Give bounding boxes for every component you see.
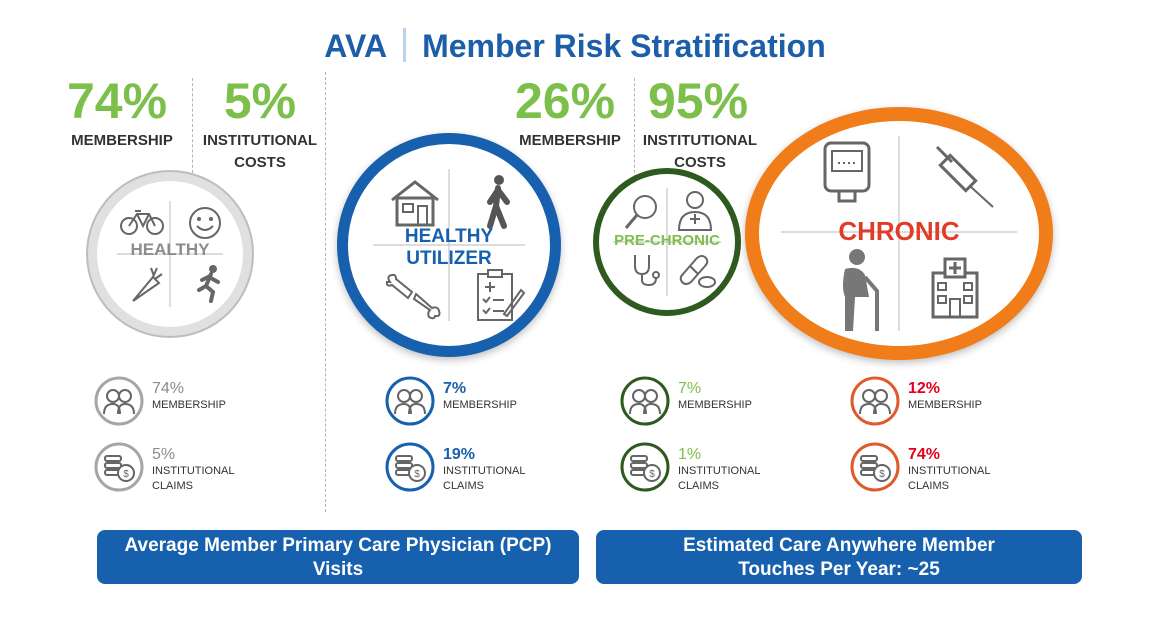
left-membership-label: MEMBERSHIP bbox=[71, 132, 173, 149]
house-icon bbox=[391, 180, 439, 227]
coins-icon: $ bbox=[385, 442, 435, 492]
healthy-claims-pct: 5% bbox=[152, 446, 176, 463]
healthy-quadrant-lines bbox=[117, 201, 223, 307]
healthy-membership-stat: 74% MEMBERSHIP bbox=[94, 376, 226, 426]
members-icon bbox=[385, 376, 435, 426]
pcp-visits-banner: Average Member Primary Care Physician (P… bbox=[97, 530, 579, 604]
bicycle-icon bbox=[120, 210, 164, 235]
magnifier-icon bbox=[624, 195, 657, 229]
utilizer-claims-label: INSTITUTIONAL CLAIMS bbox=[443, 465, 526, 492]
pre-chronic-claims-pct: 1% bbox=[678, 446, 702, 463]
carrot-icon bbox=[132, 267, 163, 302]
right-costs-pct: 95% bbox=[647, 73, 749, 129]
healthy-utilizer-label-line1: HEALTHY bbox=[404, 226, 494, 247]
left-costs-label-line1: INSTITUTIONAL bbox=[202, 132, 318, 149]
elderly-person-icon bbox=[843, 249, 879, 331]
syringe-icon bbox=[935, 145, 994, 208]
page-title: AVA Member Risk Stratification bbox=[0, 28, 1150, 65]
chronic-membership-pct: 12% bbox=[908, 380, 941, 397]
healthy-circle: HEALTHY bbox=[88, 172, 252, 336]
members-icon bbox=[94, 376, 144, 426]
right-membership-label: MEMBERSHIP bbox=[519, 132, 621, 149]
chronic-claims-stat: $ 74% INSTITUTIONAL CLAIMS bbox=[850, 442, 991, 494]
healthy-utilizer-circle: HEALTHY UTILIZER bbox=[337, 133, 561, 357]
members-icon bbox=[620, 376, 670, 426]
pre-chronic-membership-stat: 7% MEMBERSHIP bbox=[620, 376, 752, 426]
coins-icon: $ bbox=[850, 442, 900, 492]
right-costs-label-line1: INSTITUTIONAL bbox=[642, 132, 758, 149]
members-icon bbox=[850, 376, 900, 426]
coins-icon: $ bbox=[620, 442, 670, 492]
left-membership-pct: 74% bbox=[66, 73, 168, 129]
healthy-membership-label: MEMBERSHIP bbox=[152, 399, 226, 411]
title-separator bbox=[403, 28, 407, 62]
svg-text:$: $ bbox=[414, 469, 420, 480]
chronic-quadrant-lines bbox=[781, 136, 1017, 331]
title-text: Member Risk Stratification bbox=[422, 28, 826, 64]
stethoscope-icon bbox=[634, 255, 660, 287]
brand-name: AVA bbox=[324, 28, 388, 64]
section-divider bbox=[325, 72, 326, 512]
pre-chronic-claims-stat: $ 1% INSTITUTIONAL CLAIMS bbox=[620, 442, 761, 494]
svg-text:$: $ bbox=[649, 469, 655, 480]
right-membership-pct: 26% bbox=[514, 73, 616, 129]
right-summary-divider bbox=[634, 78, 635, 178]
care-anywhere-line1: Estimated Care Anywhere Member bbox=[683, 535, 995, 556]
chronic-circle: CHRONIC bbox=[745, 107, 1053, 360]
left-costs-label: INSTITUTIONAL COSTS bbox=[190, 130, 330, 174]
running-person-icon bbox=[197, 265, 220, 303]
healthy-claims-label: INSTITUTIONAL CLAIMS bbox=[152, 465, 235, 492]
chronic-membership-stat: 12% MEMBERSHIP bbox=[850, 376, 982, 426]
healthy-label: HEALTHY bbox=[130, 240, 210, 259]
left-costs-pct: 5% bbox=[223, 73, 297, 129]
glucose-meter-icon bbox=[823, 141, 871, 203]
pre-chronic-label: PRE-CHRONIC bbox=[614, 232, 720, 249]
left-summary-divider bbox=[192, 78, 193, 178]
chronic-claims-pct: 74% bbox=[908, 446, 941, 463]
care-anywhere-banner: Estimated Care Anywhere Member Touches P… bbox=[596, 530, 1082, 584]
pcp-visits-line1: Average Member Primary Care Physician (P… bbox=[124, 535, 552, 580]
utilizer-membership-pct: 7% bbox=[443, 380, 467, 397]
pre-chronic-quadrant-lines bbox=[613, 188, 721, 296]
broken-bone-icon bbox=[385, 273, 441, 320]
pre-chronic-circle: PRE-CHRONIC bbox=[593, 168, 741, 316]
smiley-icon bbox=[189, 207, 221, 239]
utilizer-claims-stat: $ 19% INSTITUTIONAL CLAIMS bbox=[385, 442, 526, 494]
doctor-icon bbox=[677, 191, 713, 231]
clipboard-checklist-icon bbox=[477, 269, 526, 321]
svg-text:$: $ bbox=[123, 469, 129, 480]
utilizer-claims-pct: 19% bbox=[443, 446, 476, 463]
healthy-membership-pct: 74% bbox=[152, 380, 185, 397]
healthy-utilizer-label-line2: UTILIZER bbox=[406, 247, 492, 269]
care-anywhere-line2: Touches Per Year: ~25 bbox=[738, 559, 940, 580]
chronic-claims-label: INSTITUTIONAL CLAIMS bbox=[908, 465, 991, 492]
pre-chronic-membership-pct: 7% bbox=[678, 380, 702, 397]
svg-text:$: $ bbox=[879, 469, 885, 480]
utilizer-membership-stat: 7% MEMBERSHIP bbox=[385, 376, 517, 426]
healthy-claims-stat: $ 5% INSTITUTIONAL CLAIMS bbox=[94, 442, 235, 494]
healthy-utilizer-label: HEALTHY UTILIZER bbox=[348, 226, 550, 270]
chronic-label: CHRONIC bbox=[838, 216, 960, 246]
pre-chronic-claims-label: INSTITUTIONAL CLAIMS bbox=[678, 465, 761, 492]
right-costs-label: INSTITUTIONAL COSTS bbox=[630, 130, 770, 174]
hospital-icon bbox=[931, 257, 979, 319]
utilizer-membership-label: MEMBERSHIP bbox=[443, 399, 517, 411]
pre-chronic-membership-label: MEMBERSHIP bbox=[678, 399, 752, 411]
right-costs-label-line2: COSTS bbox=[674, 154, 726, 171]
utilizer-quadrant-lines bbox=[373, 169, 525, 321]
walking-person-icon bbox=[487, 175, 510, 229]
left-costs-label-line2: COSTS bbox=[234, 154, 286, 171]
chronic-membership-label: MEMBERSHIP bbox=[908, 399, 982, 411]
pills-icon bbox=[679, 255, 716, 288]
coins-icon: $ bbox=[94, 442, 144, 492]
pcp-visits-line2: Per Year: ~5 bbox=[283, 583, 393, 604]
